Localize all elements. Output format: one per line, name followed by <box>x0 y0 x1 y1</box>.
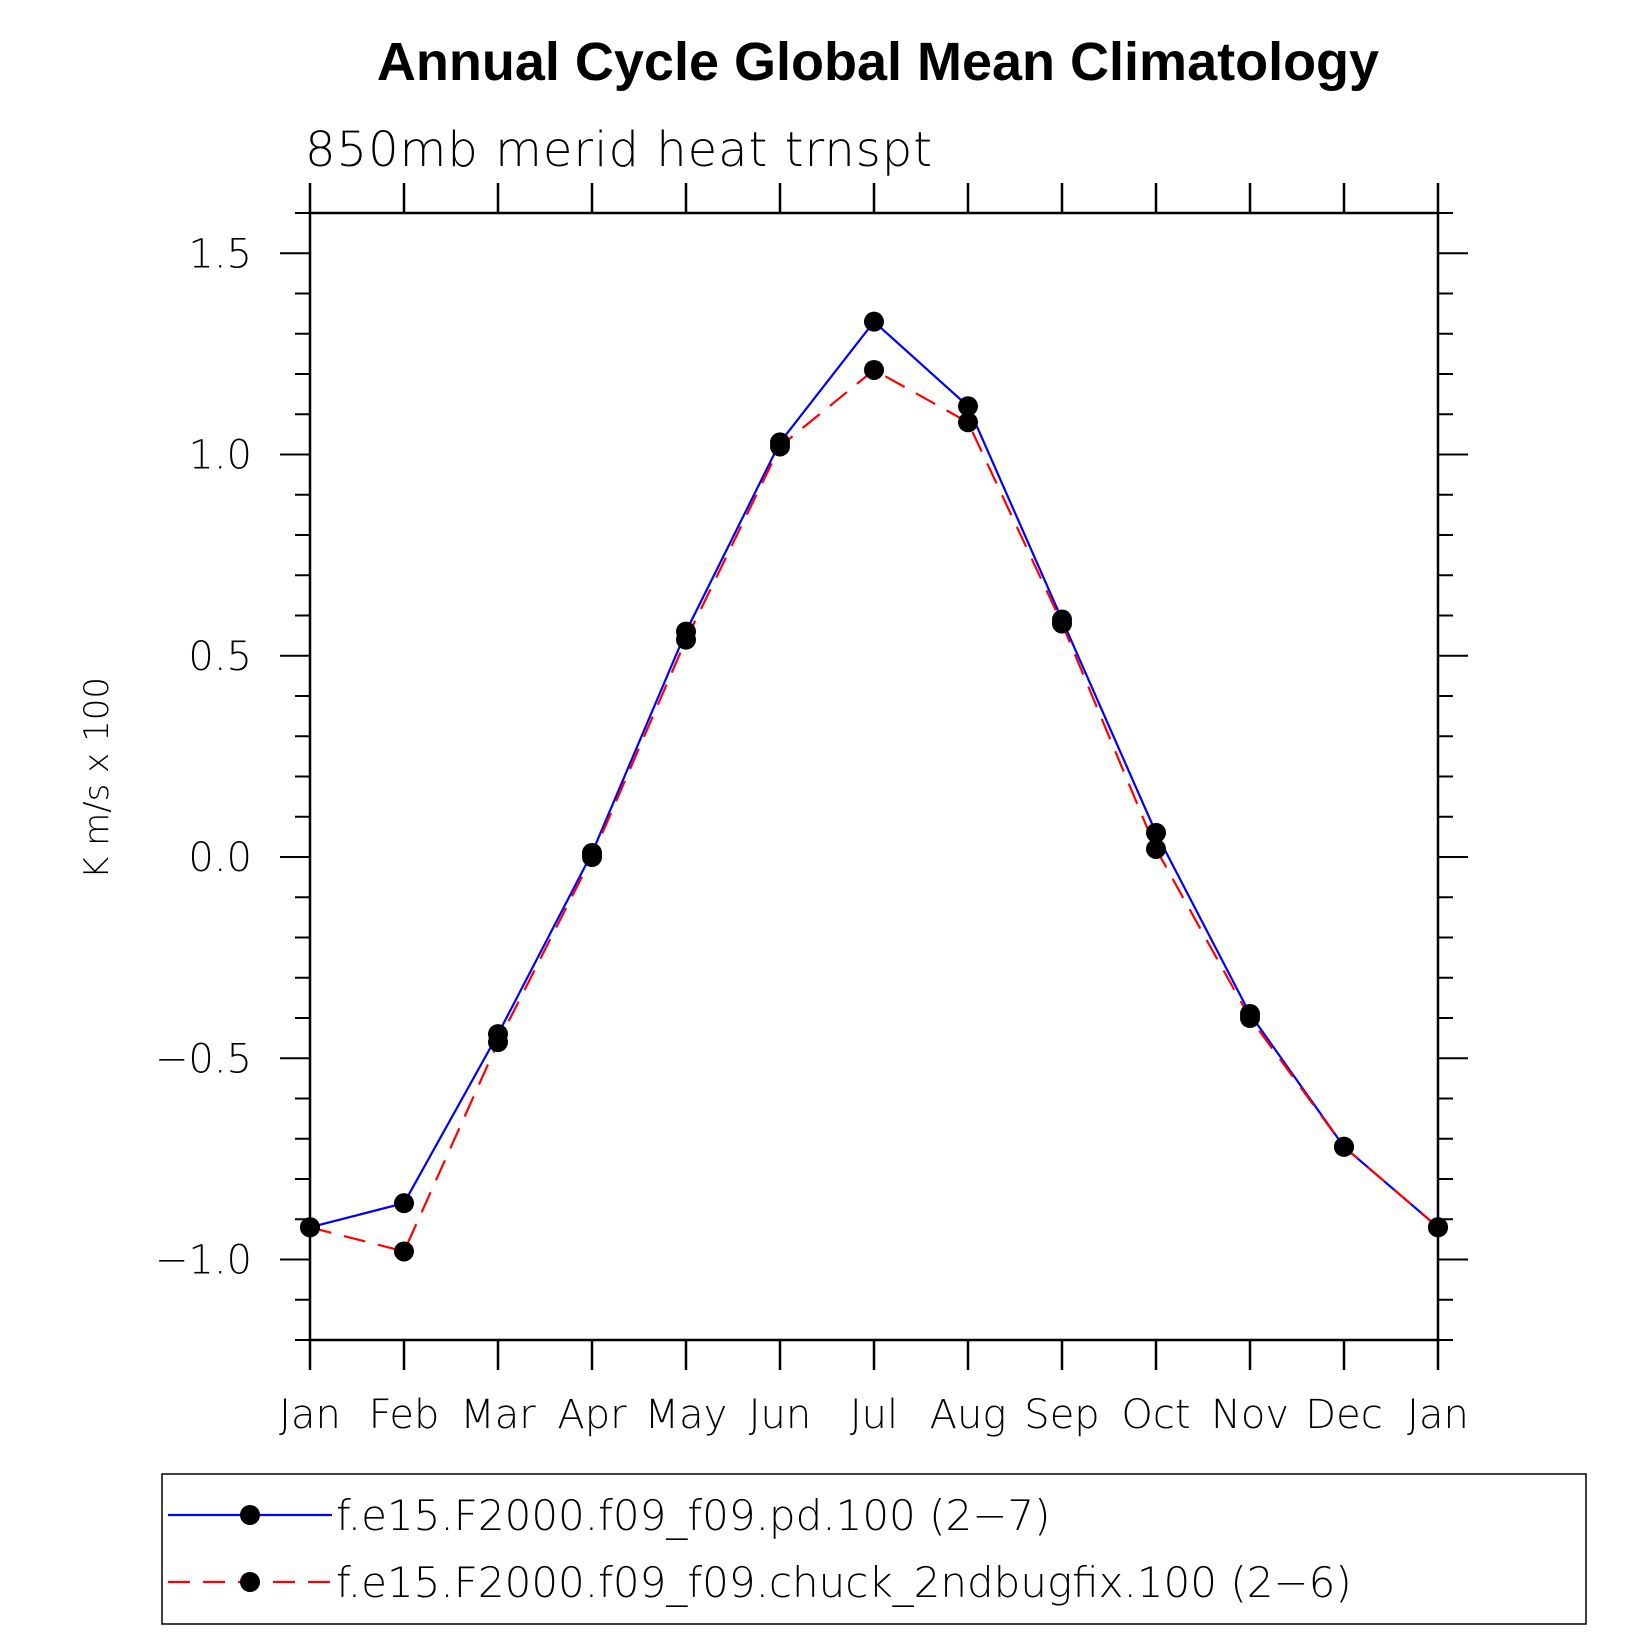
y-tick-labels: −1.0 −0.5 0.0 0.5 1.0 1.5 <box>155 231 252 1283</box>
series-2-point <box>300 1217 320 1238</box>
series-2-point <box>1052 613 1072 634</box>
x-tick-label: Jul <box>850 1392 898 1438</box>
x-tick-label: Sep <box>1024 1392 1099 1438</box>
legend-label-series-2: f.e15.F2000.f09_f09.chuck_2ndbugfix.100 … <box>336 1558 1352 1607</box>
y-tick-label: −1.0 <box>155 1238 252 1284</box>
x-tick-label: Dec <box>1305 1392 1382 1438</box>
x-tick-label: Jun <box>749 1392 812 1438</box>
series-layer <box>300 311 1448 1262</box>
series-2-point <box>394 1241 414 1262</box>
series-2-point <box>676 629 696 650</box>
series-1-point <box>394 1193 414 1214</box>
series-2-point <box>864 359 884 380</box>
series-2-point <box>770 436 790 457</box>
y-tick-label: 0.0 <box>188 835 252 881</box>
series-2-point <box>582 847 602 867</box>
x-tick-label: Nov <box>1211 1392 1289 1438</box>
y-tick-label: −0.5 <box>155 1036 252 1082</box>
series-1-point <box>864 311 884 332</box>
y-tick-label: 1.0 <box>188 433 252 479</box>
x-tick-label: Oct <box>1121 1392 1190 1438</box>
legend-label-series-1: f.e15.F2000.f09_f09.pd.100 (2−7) <box>336 1491 1051 1540</box>
chart-subtitle: 850mb merid heat trnspt <box>305 122 933 178</box>
x-tick-label: Mar <box>460 1392 536 1438</box>
x-tick-label: Jan <box>279 1392 341 1438</box>
x-tick-label: Jan <box>1407 1392 1469 1438</box>
x-tick-label: Aug <box>930 1392 1007 1438</box>
legend-marker-series-2 <box>240 1572 260 1592</box>
legend: f.e15.F2000.f09_f09.pd.100 (2−7) f.e15.F… <box>161 1473 1587 1625</box>
series-2-point <box>1146 838 1166 859</box>
x-tick-label: Feb <box>369 1392 440 1438</box>
y-tick-label: 1.5 <box>188 231 252 277</box>
series-line-2 <box>309 368 1439 1253</box>
series-1-point <box>1146 822 1166 843</box>
series-2-point <box>958 412 978 433</box>
plot-frame <box>308 211 1440 1342</box>
series-line-1 <box>309 320 1439 1229</box>
series-2-point <box>1428 1217 1448 1238</box>
y-tick-label: 0.5 <box>188 634 252 680</box>
x-tick-labels: Jan Feb Mar Apr May Jun Jul Aug Sep Oct Nov Dec Jan <box>279 1392 1469 1438</box>
legend-box <box>161 1473 1587 1625</box>
x-tick-label: Apr <box>557 1392 627 1438</box>
axis-ticks <box>280 183 1468 1370</box>
series-2-point <box>1240 1008 1260 1028</box>
y-axis-label: K m/s x 100 <box>77 677 117 879</box>
chart-title: Annual Cycle Global Mean Climatology <box>377 32 1379 92</box>
series-2-point <box>488 1032 508 1053</box>
series-1-point <box>958 396 978 417</box>
series-2-point <box>1334 1136 1354 1157</box>
legend-marker-series-1 <box>240 1505 260 1525</box>
x-tick-label: May <box>645 1392 728 1438</box>
